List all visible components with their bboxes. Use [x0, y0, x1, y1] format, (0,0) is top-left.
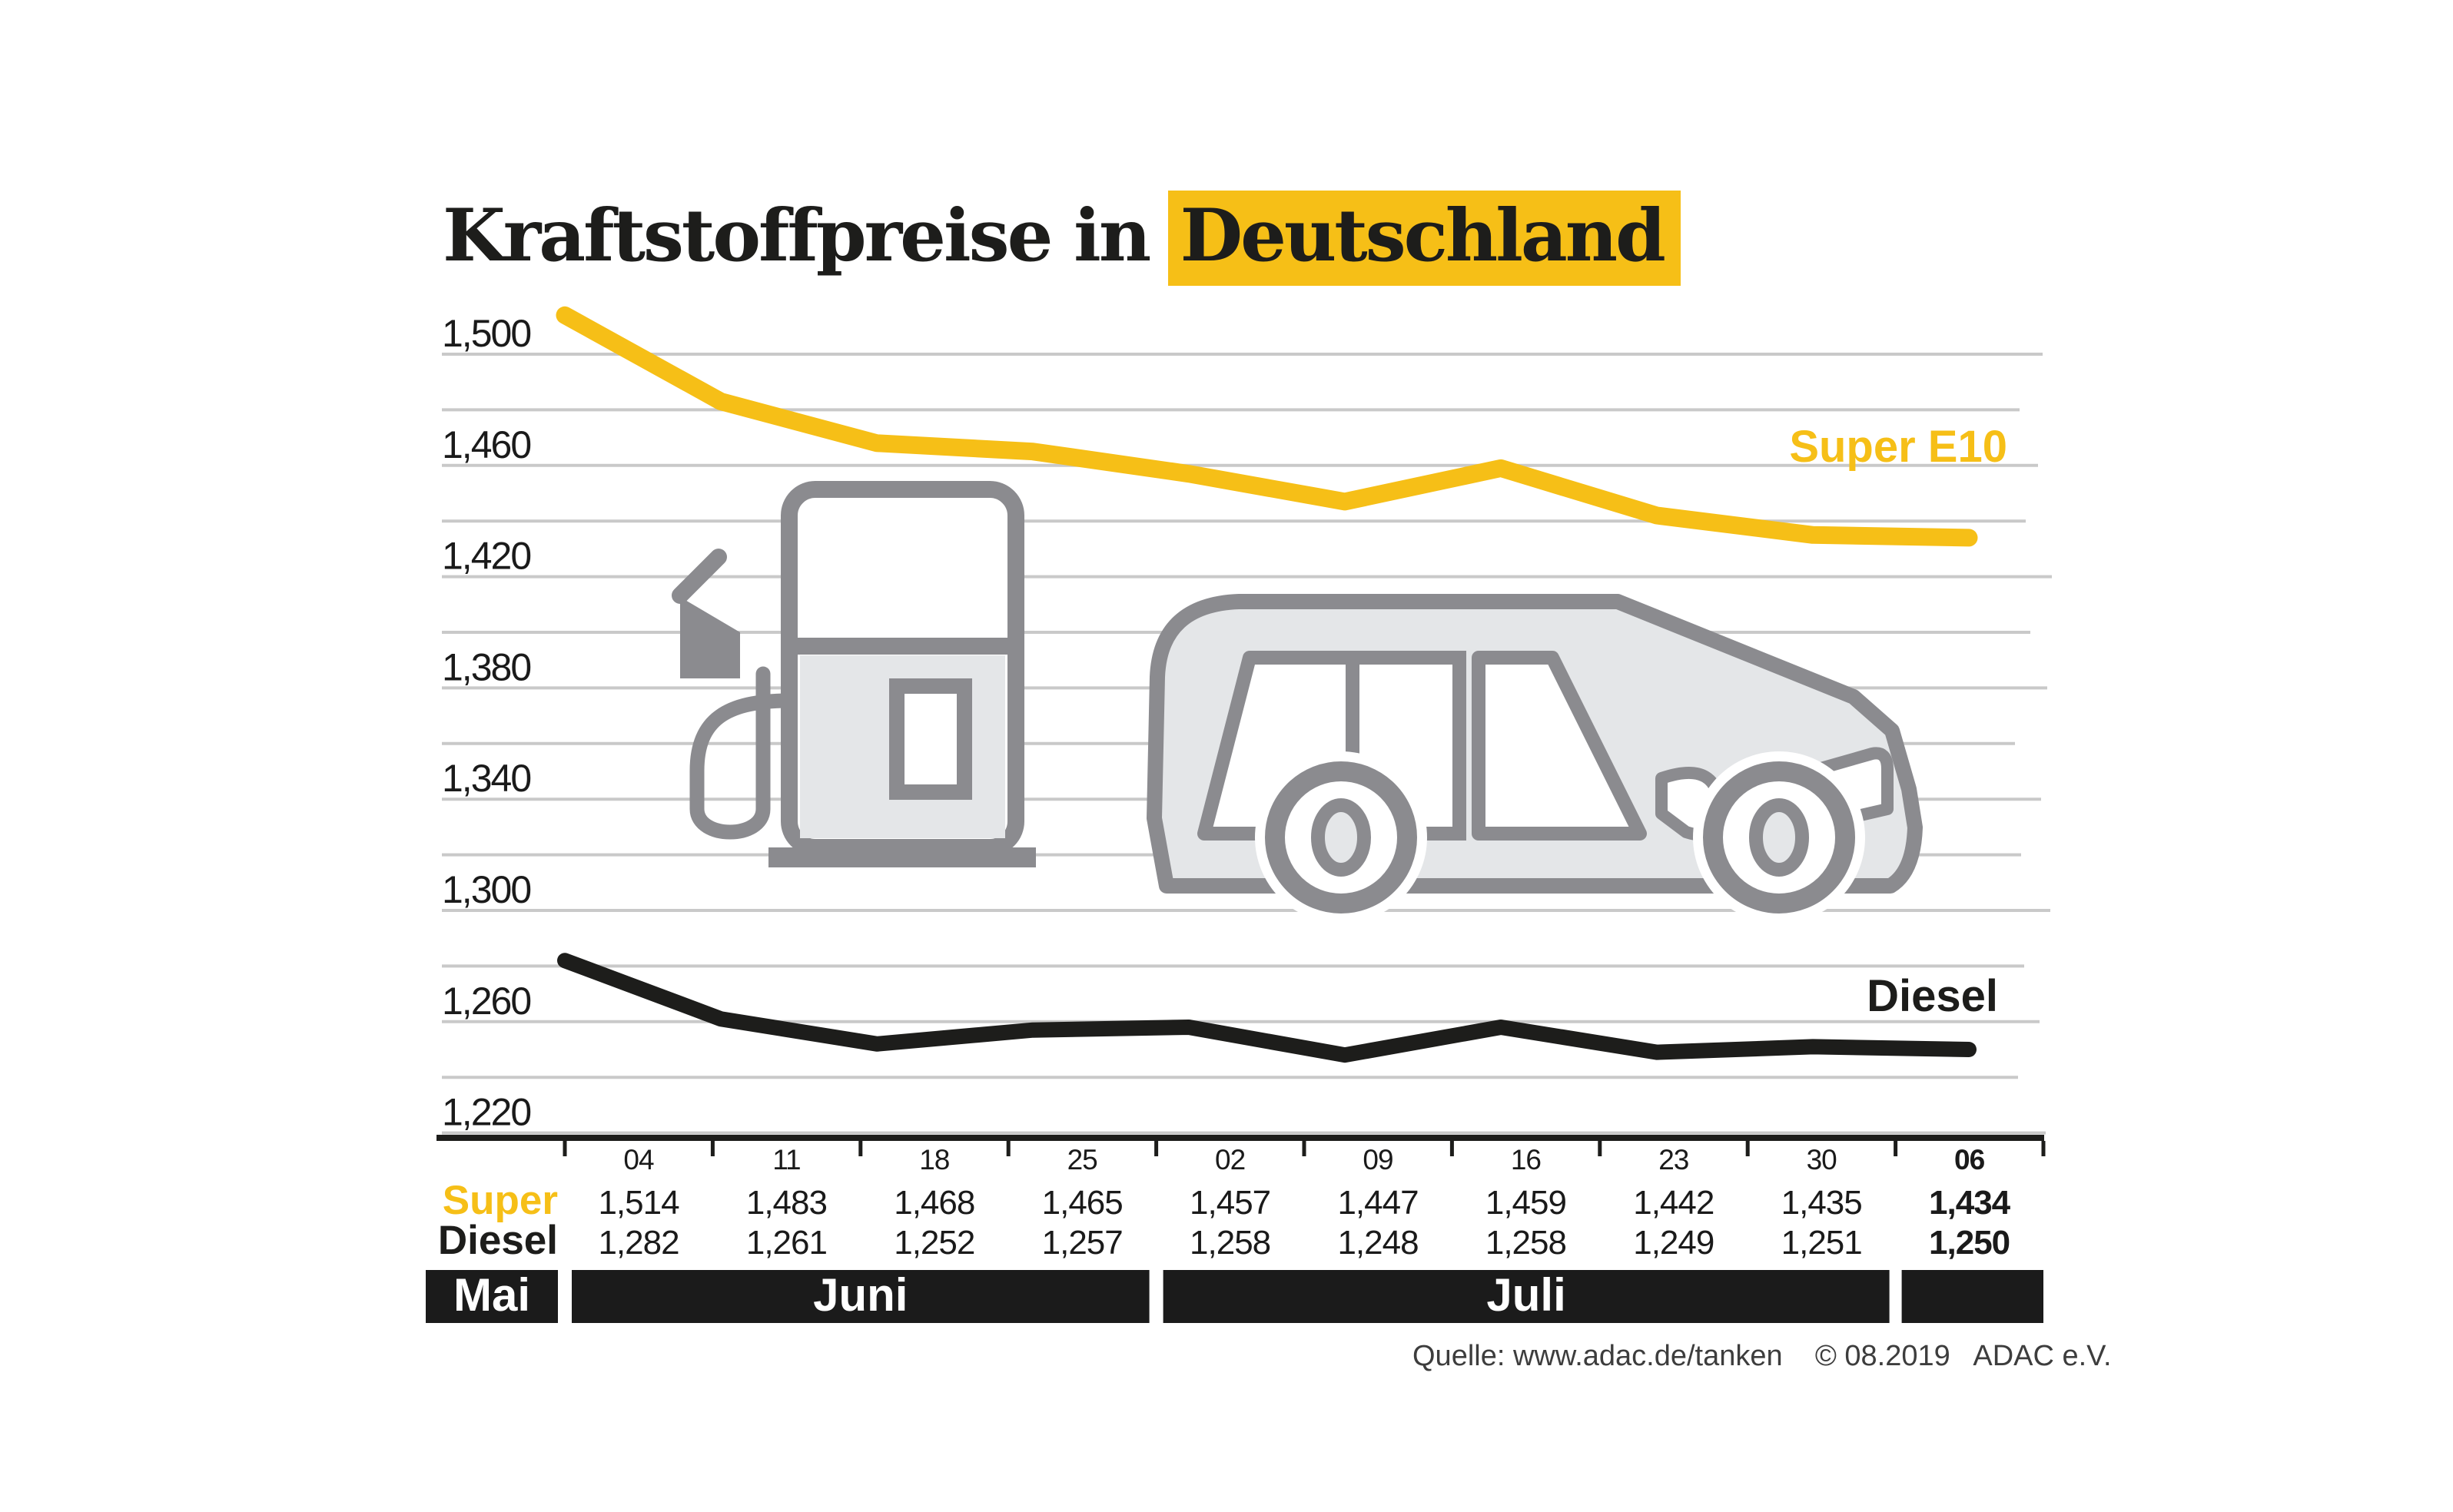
diesel-value: 1,282 — [598, 1224, 679, 1262]
x-axis-line — [436, 1135, 2044, 1141]
super-value: 1,442 — [1633, 1184, 1714, 1222]
date-label: 09 — [1363, 1144, 1392, 1175]
y-axis-label: 1,500 — [442, 312, 530, 355]
y-axis-label: 1,380 — [442, 645, 530, 688]
month-bar-juni — [572, 1270, 1150, 1323]
super-value: 1,435 — [1781, 1184, 1862, 1222]
y-axis-label: 1,340 — [442, 757, 530, 800]
pump-nozzle-icon — [680, 591, 740, 678]
diesel-value: 1,251 — [1781, 1224, 1862, 1262]
gas-pump-icon — [672, 481, 1036, 867]
x-axis-tick — [710, 1141, 715, 1156]
pump-base — [768, 847, 1036, 867]
pump-nozzle-hose — [689, 666, 797, 840]
diesel-value: 1,249 — [1633, 1224, 1714, 1262]
super-value: 1,459 — [1485, 1184, 1566, 1222]
month-bar — [1901, 1270, 2043, 1323]
date-label: 06 — [1954, 1144, 1985, 1175]
x-axis-tick — [1449, 1141, 1454, 1156]
car-window-front — [1472, 651, 1647, 841]
value-table: 04 11 18 25 02 09 16 23 30 06 1,514 1,483 1,468 1,465… — [598, 1144, 2011, 1262]
super-price-line — [556, 306, 1978, 547]
diesel-value: 1,258 — [1485, 1224, 1566, 1262]
month-bar-label: Juli — [1486, 1269, 1565, 1321]
pump-door — [889, 678, 972, 800]
y-axis-label: 1,220 — [442, 1091, 530, 1134]
diesel-value: 1,250 — [1929, 1224, 2010, 1262]
super-value: 1,447 — [1337, 1184, 1418, 1222]
super-row-label: Super — [443, 1178, 558, 1223]
x-axis-tick — [1154, 1141, 1159, 1156]
date-label: 16 — [1511, 1144, 1541, 1175]
x-axis-tick — [1598, 1141, 1602, 1156]
y-axis-label: 1,260 — [442, 980, 530, 1023]
x-axis-tick — [858, 1141, 863, 1156]
title-prefix: Kraftstoffpreise in — [443, 194, 1151, 278]
car-wheel-rear — [1255, 751, 1427, 923]
super-value: 1,483 — [746, 1184, 827, 1222]
diesel-value: 1,261 — [746, 1224, 827, 1262]
date-label: 02 — [1215, 1144, 1245, 1175]
diesel-value: 1,257 — [1042, 1224, 1123, 1262]
data-lines — [556, 306, 1978, 1063]
diesel-value: 1,258 — [1190, 1224, 1270, 1262]
x-axis-tick — [563, 1141, 567, 1156]
super-value: 1,514 — [598, 1184, 679, 1222]
source-credit: Quelle: www.adac.de/tanken © 08.2019 ADA… — [1412, 1340, 2112, 1372]
x-axis-tick — [1894, 1141, 1898, 1156]
super-value: 1,465 — [1042, 1184, 1123, 1222]
diesel-row-label: Diesel — [438, 1218, 558, 1263]
diesel-price-line — [557, 953, 1977, 1063]
super-value: 1,434 — [1929, 1184, 2011, 1222]
date-label: 04 — [623, 1144, 654, 1175]
x-axis-tick — [1745, 1141, 1750, 1156]
y-axis-label: 1,460 — [442, 423, 530, 466]
date-label: 25 — [1067, 1144, 1098, 1175]
x-axis-tick — [1302, 1141, 1306, 1156]
title-highlight: Deutschland — [1167, 191, 1681, 286]
date-label: 18 — [919, 1144, 949, 1175]
month-bar-mai — [426, 1270, 558, 1323]
pump-nozzle-spout — [672, 549, 727, 604]
month-bar-label: Juni — [813, 1269, 908, 1321]
super-e10-series-label: Super E10 — [1789, 422, 2007, 472]
date-label: 30 — [1807, 1144, 1837, 1175]
x-axis-tick — [2041, 1141, 2046, 1156]
month-bars: Mai Juni Juli — [426, 1269, 2043, 1323]
month-bar-label: Mai — [453, 1269, 530, 1321]
page-title: Kraftstoffpreise in Deutschland — [443, 191, 1681, 286]
date-label: 11 — [772, 1144, 800, 1175]
car-icon — [1147, 594, 1923, 923]
super-value: 1,468 — [894, 1184, 974, 1222]
month-bar-juli — [1163, 1270, 1890, 1323]
diesel-value: 1,248 — [1337, 1224, 1418, 1262]
x-axis-tick — [1006, 1141, 1011, 1156]
date-label: 23 — [1658, 1144, 1688, 1175]
diesel-series-label: Diesel — [1867, 971, 1998, 1021]
diesel-value: 1,252 — [894, 1224, 974, 1262]
y-axis-label: 1,420 — [442, 535, 530, 578]
x-axis — [436, 1135, 2046, 1156]
y-axis-label: 1,300 — [442, 868, 530, 911]
super-value: 1,457 — [1190, 1184, 1270, 1222]
car-wheel-front — [1693, 751, 1865, 923]
